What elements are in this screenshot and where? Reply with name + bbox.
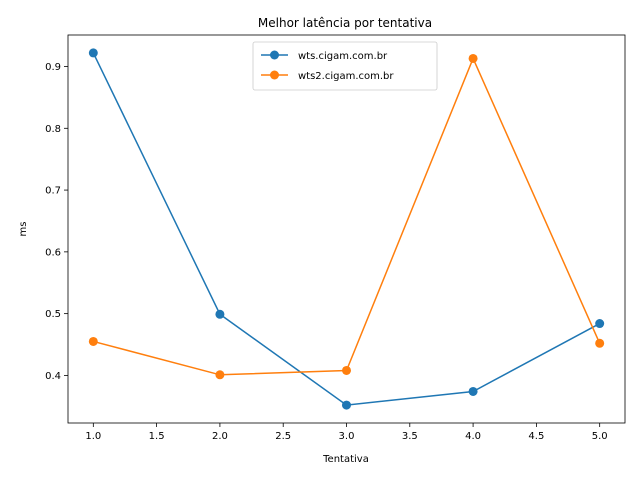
data-point <box>88 336 98 346</box>
data-point <box>468 53 478 63</box>
legend-box <box>252 41 438 91</box>
y-tick-label: 0.8 <box>45 124 61 135</box>
chart-title: Melhor latência por tentativa <box>258 16 432 30</box>
x-tick-label: 4.5 <box>528 431 544 442</box>
x-tick-label: 2.0 <box>212 431 228 442</box>
x-axis: 1.0 1.5 2.0 2.5 3.0 3.5 4.0 4.5 5.0 <box>85 423 608 442</box>
data-point <box>595 319 605 329</box>
x-tick-label: 4.0 <box>465 431 481 442</box>
series-line-1 <box>93 56 601 376</box>
data-point <box>595 338 605 348</box>
legend-label-wts2: wts2.cigam.com.br <box>298 71 394 82</box>
legend-marker-wts2 <box>270 70 279 80</box>
x-tick-label: 3.0 <box>339 431 355 442</box>
legend: wts.cigam.com.br wts2.cigam.com.br <box>252 41 438 91</box>
x-tick-label: 2.5 <box>275 431 291 442</box>
x-tick-label: 5.0 <box>592 431 608 442</box>
y-tick-label: 0.6 <box>45 247 61 258</box>
x-tick-label: 1.0 <box>85 431 101 442</box>
y-tick-label: 0.4 <box>45 371 61 382</box>
x-tick-label: 1.5 <box>149 431 165 442</box>
legend-marker-wts <box>270 50 279 60</box>
data-point <box>215 309 225 319</box>
y-tick-label: 0.9 <box>45 62 61 73</box>
y-axis: 0.4 0.5 0.6 0.7 0.8 0.9 <box>45 62 68 382</box>
x-tick-label: 3.5 <box>402 431 418 442</box>
data-point <box>468 386 478 396</box>
x-axis-label: Tentativa <box>322 454 369 465</box>
data-point <box>342 365 351 375</box>
data-point <box>88 48 98 58</box>
y-axis-label: ms <box>18 222 29 237</box>
data-point <box>342 400 351 410</box>
legend-label-wts: wts.cigam.com.br <box>298 51 388 62</box>
series-line-0 <box>92 52 601 406</box>
y-tick-label: 0.5 <box>45 309 61 320</box>
data-point <box>215 370 225 380</box>
y-tick-label: 0.7 <box>45 186 61 197</box>
plot-frame <box>67 34 626 424</box>
series-layer <box>88 48 605 410</box>
